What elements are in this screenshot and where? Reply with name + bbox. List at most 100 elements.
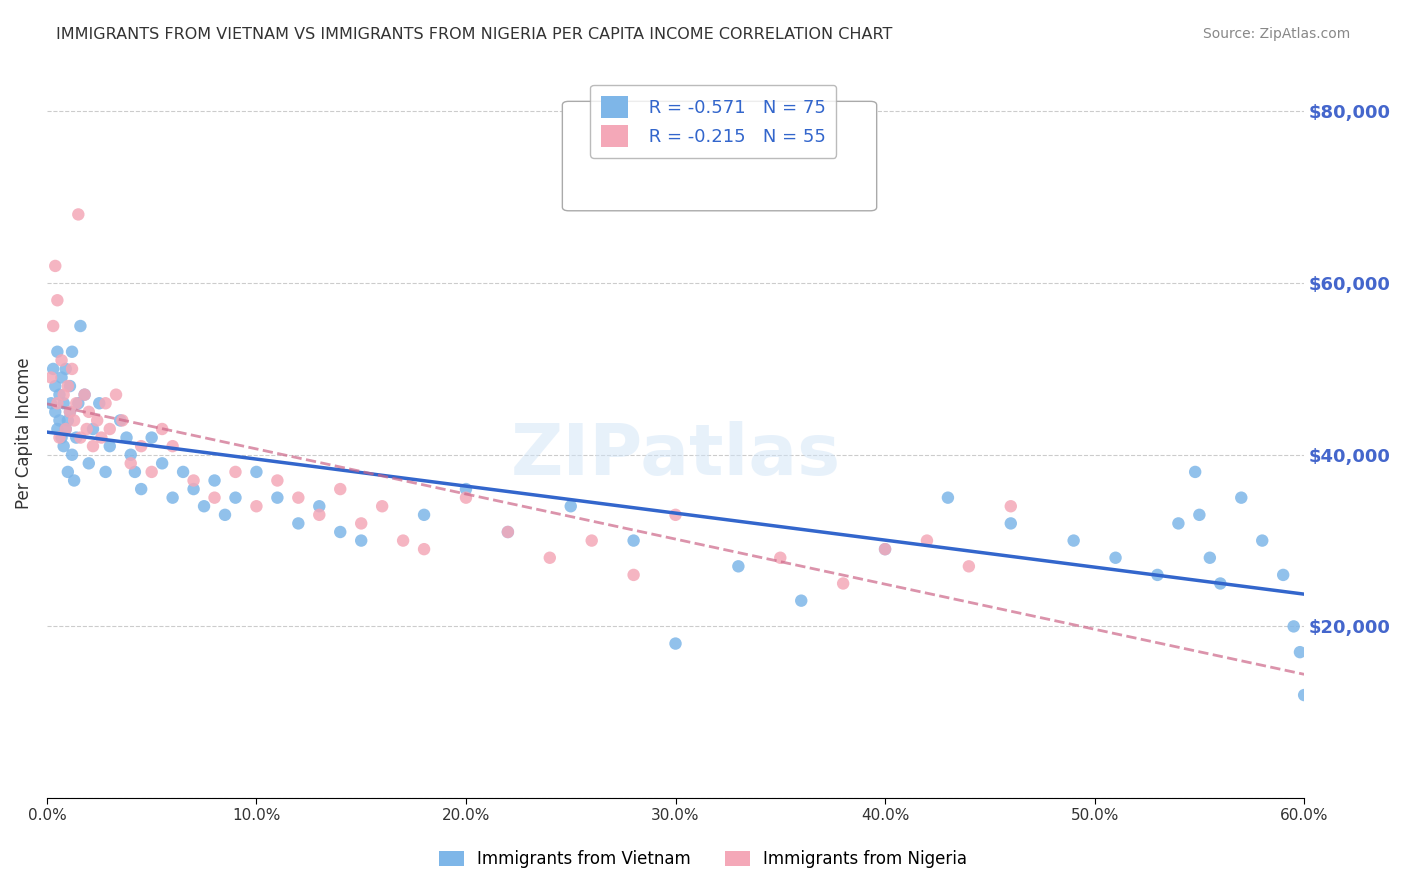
Point [1198, 550, 1220, 565]
Point [73, 387, 96, 401]
Point [48, 387, 70, 401]
Point [82, 439, 104, 453]
Point [69, 431, 91, 445]
Point [790, 593, 813, 607]
Point [266, 491, 288, 505]
Point [124, 465, 146, 479]
Point [1184, 465, 1206, 479]
Point [89, 396, 111, 410]
Point [915, 533, 938, 548]
Point [329, 482, 352, 496]
Point [224, 465, 246, 479]
Point [141, 465, 163, 479]
Point [44, 405, 66, 419]
Point [44, 379, 66, 393]
Point [60, 362, 83, 376]
Point [496, 524, 519, 539]
Text: ZIPatlas: ZIPatlas [510, 421, 841, 490]
Point [224, 491, 246, 505]
Point [832, 576, 855, 591]
Point [98, 422, 121, 436]
Point [873, 542, 896, 557]
Point [392, 533, 415, 548]
Point [308, 500, 330, 514]
FancyBboxPatch shape [562, 102, 877, 211]
Point [1251, 533, 1274, 548]
Point [287, 491, 309, 505]
Point [56, 379, 79, 393]
Point [287, 516, 309, 531]
Point [1230, 491, 1253, 505]
Point [150, 456, 173, 470]
Point [105, 387, 128, 401]
Point [56, 413, 79, 427]
Y-axis label: Per Capita Income: Per Capita Income [15, 358, 32, 509]
Point [1146, 568, 1168, 582]
Point [727, 559, 749, 574]
Point [55, 362, 77, 376]
Point [77, 456, 100, 470]
Point [496, 524, 519, 539]
Point [51, 353, 73, 368]
Legend: Immigrants from Vietnam, Immigrants from Nigeria: Immigrants from Vietnam, Immigrants from… [433, 844, 973, 875]
Point [51, 431, 73, 445]
Point [111, 413, 134, 427]
Point [52, 396, 75, 410]
Point [623, 533, 645, 548]
Point [39, 370, 62, 384]
Point [560, 500, 582, 514]
Point [98, 439, 121, 453]
Point [94, 465, 117, 479]
Point [245, 465, 267, 479]
Point [350, 516, 373, 531]
Point [129, 439, 152, 453]
Point [63, 413, 86, 427]
Point [110, 413, 132, 427]
Point [162, 491, 184, 505]
Point [183, 474, 205, 488]
Point [350, 533, 373, 548]
Point [65, 431, 87, 445]
Point [1209, 576, 1232, 591]
Point [172, 465, 194, 479]
Point [42, 362, 65, 376]
Point [69, 318, 91, 333]
Point [873, 542, 896, 557]
Point [538, 550, 561, 565]
Text: Source: ZipAtlas.com: Source: ZipAtlas.com [1202, 27, 1350, 41]
Point [59, 405, 82, 419]
Point [60, 448, 83, 462]
Point [1294, 688, 1316, 702]
Point [1167, 516, 1189, 531]
Point [46, 293, 69, 308]
Point [90, 431, 112, 445]
Point [413, 508, 436, 522]
Point [46, 396, 69, 410]
Point [120, 456, 142, 470]
Point [204, 474, 226, 488]
Point [329, 524, 352, 539]
Point [1000, 500, 1022, 514]
Point [59, 405, 82, 419]
Point [162, 439, 184, 453]
Point [1063, 533, 1085, 548]
Point [51, 370, 73, 384]
Point [52, 439, 75, 453]
Point [454, 491, 477, 505]
Point [94, 396, 117, 410]
Point [936, 491, 959, 505]
Point [266, 474, 288, 488]
Point [1289, 645, 1312, 659]
Point [86, 413, 108, 427]
Point [120, 448, 142, 462]
Point [44, 259, 66, 273]
Point [63, 474, 86, 488]
Point [1000, 516, 1022, 531]
Point [42, 318, 65, 333]
Point [1188, 508, 1211, 522]
Point [48, 431, 70, 445]
Point [55, 422, 77, 436]
Point [957, 559, 980, 574]
Point [52, 387, 75, 401]
Point [245, 500, 267, 514]
